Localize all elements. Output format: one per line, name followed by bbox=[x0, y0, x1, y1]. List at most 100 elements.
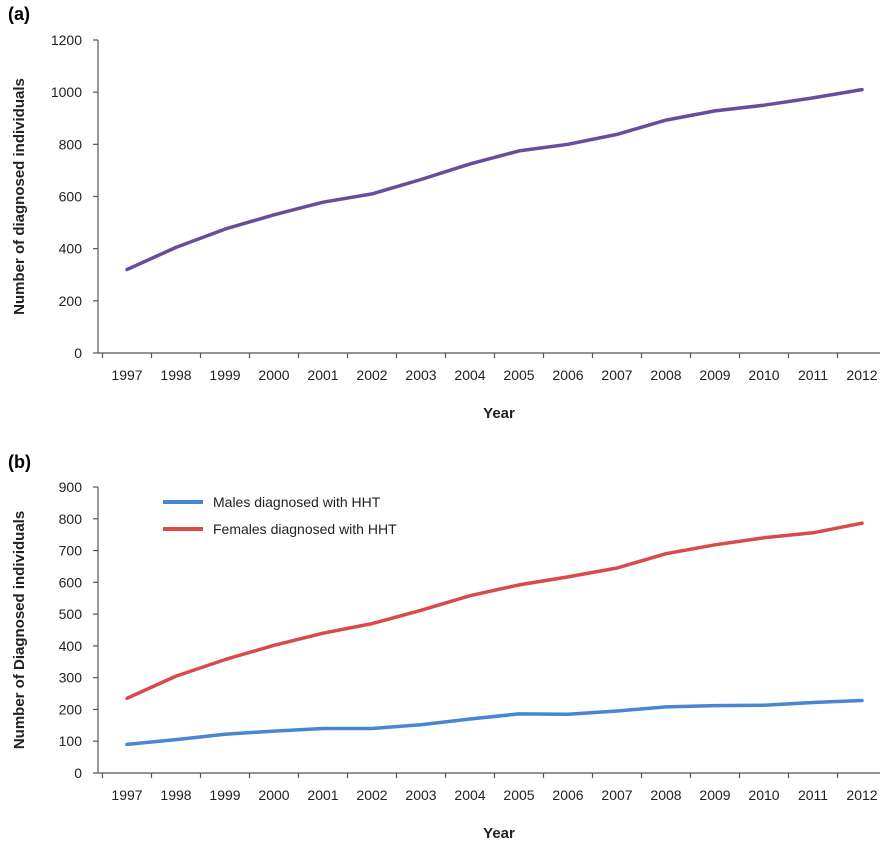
cb-series-1-point bbox=[811, 531, 815, 534]
cb-series-0-point bbox=[615, 709, 619, 713]
cb-series-1-point bbox=[321, 631, 325, 635]
ca-series-0-point bbox=[713, 109, 717, 113]
ca-series-0-point bbox=[615, 133, 619, 136]
cb-y-tick-label: 300 bbox=[59, 670, 83, 686]
panel-label-b: (b) bbox=[8, 452, 31, 472]
ca-series-0-point bbox=[468, 162, 472, 166]
cb-series-0-point bbox=[223, 733, 227, 736]
ca-x-tick-label: 2011 bbox=[798, 367, 828, 383]
cb-series-line-0 bbox=[125, 698, 864, 747]
ca-series-0-point bbox=[664, 118, 668, 122]
cb-series-1-point bbox=[664, 552, 668, 555]
cb-series-0-point bbox=[860, 699, 864, 702]
cb-y-tick-label: 0 bbox=[74, 765, 82, 781]
ca-y-axis-title: Number of diagnosed individuals bbox=[11, 78, 28, 315]
cb-series-1-point bbox=[517, 583, 521, 587]
cb-legend-label-1: Females diagnosed with HHT bbox=[213, 521, 397, 537]
ca-x-tick-label: 1999 bbox=[209, 367, 240, 383]
cb-x-tick-label: 2010 bbox=[748, 787, 779, 803]
ca-series-0-point bbox=[223, 227, 227, 231]
ca-series-0-point bbox=[811, 96, 815, 100]
cb-series-1-point bbox=[174, 674, 178, 678]
cb-series-1-point bbox=[223, 658, 227, 661]
cb-series-1-point bbox=[419, 609, 423, 612]
cb-x-tick-label: 2006 bbox=[552, 787, 583, 803]
cb-x-tick-label: 2004 bbox=[454, 787, 485, 803]
ca-x-tick-label: 2008 bbox=[650, 367, 681, 383]
cb-x-tick-label: 1999 bbox=[209, 787, 240, 803]
ca-x-axis-title: Year bbox=[483, 405, 515, 422]
ca-x-tick-label: 2009 bbox=[699, 367, 730, 383]
cb-x-tick-label: 2007 bbox=[601, 787, 632, 803]
cb-series-0-point bbox=[174, 738, 178, 741]
ca-y-tick-label: 600 bbox=[59, 189, 83, 205]
cb-y-axis-title: Number of Diagnosed individuals bbox=[11, 511, 28, 749]
cb-series-0-point bbox=[419, 723, 423, 726]
ca-series-0-point bbox=[174, 246, 178, 249]
cb-x-tick-label: 1997 bbox=[111, 787, 142, 803]
cb-series-1-point bbox=[615, 566, 619, 570]
cb-x-tick-label: 2003 bbox=[405, 787, 436, 803]
ca-x-tick-label: 2012 bbox=[846, 367, 877, 383]
cb-series-0-point bbox=[811, 701, 815, 704]
cb-x-tick-label: 2000 bbox=[258, 787, 289, 803]
cb-x-tick-label: 2009 bbox=[699, 787, 730, 803]
cb-series-0-point bbox=[370, 727, 374, 730]
cb-series-1-point bbox=[370, 622, 374, 625]
cb-series-0-point bbox=[566, 713, 570, 716]
ca-series-0-point bbox=[762, 104, 766, 107]
panel-label-a: (a) bbox=[8, 4, 30, 24]
cb-series-0-point bbox=[762, 704, 766, 707]
ca-x-tick-label: 2004 bbox=[454, 367, 485, 383]
cb-legend-label-0: Males diagnosed with HHT bbox=[213, 494, 381, 510]
cb-series-1-point bbox=[468, 594, 472, 597]
ca-series-0-point bbox=[125, 268, 129, 271]
ca-x-tick-label: 2001 bbox=[307, 367, 338, 383]
ca-series-line-0 bbox=[125, 87, 864, 272]
ca-y-tick-label: 0 bbox=[74, 345, 82, 361]
ca-y-tick-label: 400 bbox=[59, 241, 83, 257]
cb-series-0-point bbox=[272, 729, 276, 733]
ca-x-tick-label: 2005 bbox=[503, 367, 534, 383]
cb-x-tick-label: 2002 bbox=[356, 787, 387, 803]
cb-series-1-point bbox=[762, 536, 766, 540]
cb-y-tick-label: 200 bbox=[59, 701, 83, 717]
ca-y-tick-label: 1200 bbox=[51, 32, 82, 48]
ca-y-tick-label: 800 bbox=[59, 136, 83, 152]
ca-y-tick-label: 1000 bbox=[51, 84, 82, 100]
cb-x-axis-title: Year bbox=[483, 825, 515, 842]
cb-series-0-point bbox=[517, 712, 521, 716]
ca-series-0-point bbox=[517, 149, 521, 153]
cb-series-1-point bbox=[272, 644, 276, 647]
ca-series-0-point bbox=[419, 178, 423, 181]
ca-series-0-point bbox=[272, 213, 276, 216]
cb-series-0-point bbox=[125, 743, 129, 746]
cb-y-tick-label: 800 bbox=[59, 511, 83, 527]
ca-series-0-point bbox=[566, 143, 570, 146]
ca-x-tick-label: 2010 bbox=[748, 367, 779, 383]
cb-x-tick-label: 2008 bbox=[650, 787, 681, 803]
cb-y-tick-label: 500 bbox=[59, 606, 83, 622]
ca-x-tick-label: 2000 bbox=[258, 367, 289, 383]
ca-series-0-point bbox=[860, 88, 864, 91]
ca-x-tick-label: 2002 bbox=[356, 367, 387, 383]
cb-series-1-point bbox=[125, 697, 129, 700]
cb-y-tick-label: 700 bbox=[59, 543, 83, 559]
ca-x-tick-label: 2007 bbox=[601, 367, 632, 383]
cb-series-0-point bbox=[713, 704, 717, 707]
cb-series-0-point bbox=[664, 705, 668, 709]
ca-series-0-point bbox=[321, 201, 325, 204]
cb-series-0-point bbox=[468, 717, 472, 721]
cb-x-tick-label: 2011 bbox=[798, 787, 828, 803]
ca-series-0-point bbox=[370, 192, 374, 196]
cb-x-tick-label: 1998 bbox=[160, 787, 191, 803]
cb-y-tick-label: 900 bbox=[59, 479, 83, 495]
cb-series-1-point bbox=[566, 575, 570, 579]
cb-y-tick-label: 100 bbox=[59, 733, 83, 749]
ca-x-tick-label: 2006 bbox=[552, 367, 583, 383]
cb-y-tick-label: 600 bbox=[59, 574, 83, 590]
cb-x-tick-label: 2001 bbox=[307, 787, 338, 803]
ca-x-tick-label: 1998 bbox=[160, 367, 191, 383]
cb-y-tick-label: 400 bbox=[59, 638, 83, 654]
